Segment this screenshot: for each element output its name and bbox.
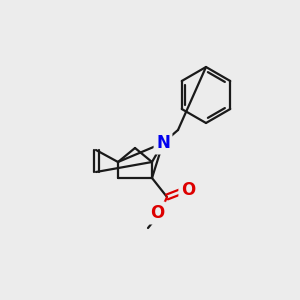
Text: O: O [150,204,164,222]
Text: N: N [156,134,170,152]
Text: O: O [181,181,195,199]
